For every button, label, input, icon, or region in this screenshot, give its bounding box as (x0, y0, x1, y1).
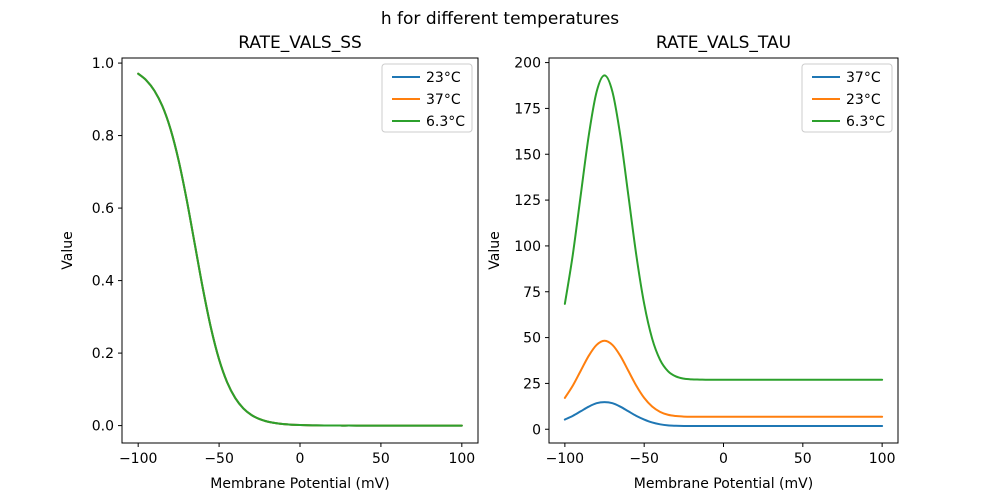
y-tick-label: 200 (514, 56, 541, 72)
x-tick-label: 100 (448, 451, 475, 467)
subplot-ratevalsss: −100 −50 0 50 100 0.0 0.2 0.4 0.6 0.8 1.0 RATE_VALS… (60, 33, 479, 492)
series-line-23c (563, 339, 884, 418)
subplot-title: RATE_VALS_TAU (656, 33, 791, 53)
x-axis-label: Membrane Potential (mV) (634, 476, 813, 492)
y-tick-label: 0.2 (92, 346, 114, 362)
x-tick-label: 50 (372, 451, 390, 467)
y-tick-label: 0.6 (92, 201, 114, 217)
x-axis-label: Membrane Potential (mV) (210, 476, 389, 492)
subplot-title: RATE_VALS_SS (238, 33, 362, 53)
legend-label-6.3c: 6.3°C (846, 114, 885, 130)
x-tick-label: 50 (794, 451, 812, 467)
y-tick-label: 0.0 (92, 419, 114, 435)
y-tick-label: 25 (523, 376, 541, 392)
legend-entry-23c: 23°C (812, 92, 881, 108)
y-axis-label: Value (60, 231, 76, 269)
legend-entry-6.3c: 6.3°C (392, 114, 465, 130)
legend-label-37c: 37°C (846, 70, 881, 86)
legend: 37°C 23°C 6.3°C (801, 63, 893, 133)
x-tick-label: −50 (629, 451, 659, 467)
x-tick-label: −100 (119, 451, 157, 467)
x-tick-label: 100 (869, 451, 896, 467)
legend: 23°C 37°C 6.3°C (381, 63, 473, 133)
y-tick-label: 0.4 (92, 274, 114, 290)
y-tick-label: 50 (523, 331, 541, 347)
y-tick-label: 125 (514, 193, 541, 209)
series-line-37c (563, 401, 884, 427)
legend-label-23c: 23°C (426, 70, 461, 86)
series-line-6.3c (137, 72, 463, 427)
y-tick-label: 75 (523, 285, 541, 301)
legend-entry-37c: 37°C (392, 92, 461, 108)
legend-label-6.3c: 6.3°C (426, 114, 465, 130)
legend-entry-37c: 37°C (812, 70, 881, 86)
x-tick-label: −50 (204, 451, 234, 467)
series-line-6.3c (563, 74, 884, 381)
x-tick-label: 0 (296, 451, 305, 467)
y-tick-label: 100 (514, 239, 541, 255)
y-tick-label: 175 (514, 101, 541, 117)
y-tick-label: 150 (514, 147, 541, 163)
legend-entry-6.3c: 6.3°C (812, 114, 885, 130)
y-axis-label: Value (487, 231, 503, 269)
figure-suptitle: h for different temperatures (381, 9, 619, 29)
y-tick-label: 0 (532, 422, 541, 438)
legend-entry-23c: 23°C (392, 70, 461, 86)
subplot-ratevalstau: −100 −50 0 50 100 0 25 50 75 100 125 150 175 200 RATE_… (487, 33, 899, 492)
subplots-group: −100 −50 0 50 100 0.0 0.2 0.4 0.6 0.8 1.0 RATE_VALS… (60, 33, 899, 492)
legend-label-37c: 37°C (426, 92, 461, 108)
x-tick-label: −100 (546, 451, 584, 467)
legend-box (801, 63, 893, 133)
y-tick-label: 0.8 (92, 129, 114, 145)
legend-box (381, 63, 473, 133)
legend-label-23c: 23°C (846, 92, 881, 108)
y-tick-label: 1.0 (92, 56, 114, 72)
x-tick-label: 0 (719, 451, 728, 467)
